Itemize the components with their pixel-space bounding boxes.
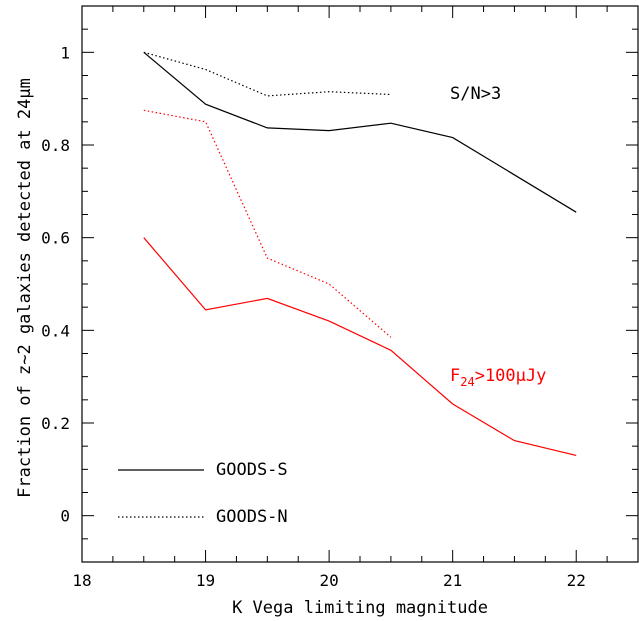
x-axis-title: K Vega limiting magnitude	[232, 598, 488, 618]
annotation-flux-rest: >100μJy	[475, 366, 547, 386]
y-tick-label: 0	[60, 507, 70, 526]
legend-label-goods-n: GOODS-N	[216, 507, 288, 527]
y-tick-label: 0.2	[41, 414, 70, 433]
y-tick-label: 0.8	[41, 136, 70, 155]
series-line-3	[143, 109, 392, 338]
x-tick-label: 19	[196, 571, 215, 590]
axis-ticks	[81, 5, 639, 563]
series-line-0	[143, 51, 577, 213]
y-tick-label: 0.4	[41, 321, 70, 340]
series-line-1	[143, 51, 391, 97]
plot-frame	[81, 5, 639, 563]
annotation-sn: S/N>3	[450, 84, 501, 104]
x-tick-label: 22	[567, 571, 586, 590]
annotation-flux: F24>100μJy	[450, 366, 546, 389]
tick-labels: 18 19 20 21 22 0 0.2 0.4 0.6 0.8 1	[41, 43, 586, 590]
x-tick-label: 21	[443, 571, 462, 590]
series-lines	[143, 51, 577, 456]
y-tick-label: 1	[60, 43, 70, 62]
annotation-flux-sub: 24	[460, 375, 474, 389]
series-line-2	[143, 237, 577, 456]
annotation-flux-base: F	[450, 366, 460, 386]
y-axis-title: Fraction of z~2 galaxies detected at 24μ…	[15, 78, 35, 498]
y-tick-label: 0.6	[41, 229, 70, 248]
x-tick-label: 20	[319, 571, 338, 590]
legend: GOODS-S GOODS-N	[118, 460, 288, 527]
legend-label-goods-s: GOODS-S	[216, 460, 288, 480]
x-tick-label: 18	[72, 571, 91, 590]
